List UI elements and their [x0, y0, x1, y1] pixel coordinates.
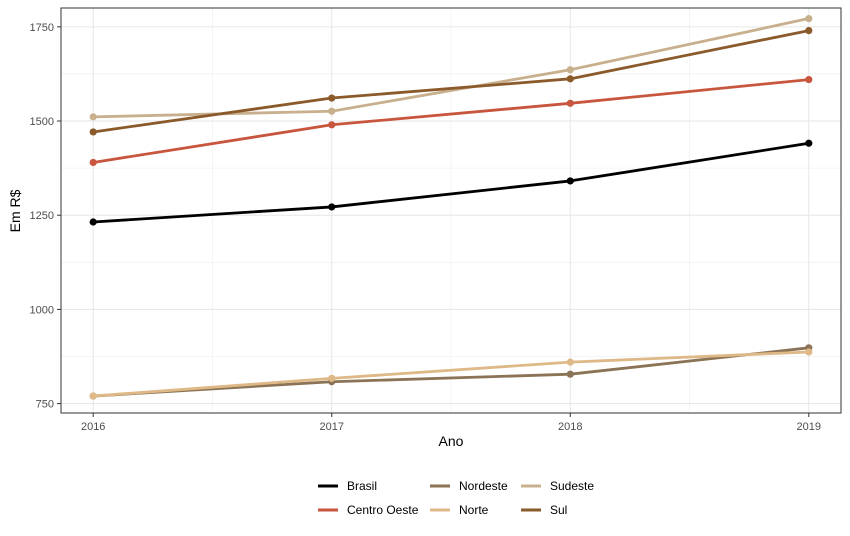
data-point-sul: [328, 94, 336, 102]
legend-label-centro-oeste: Centro Oeste: [347, 503, 419, 517]
data-point-centro-oeste: [89, 158, 97, 167]
y-tick-label: 1500: [30, 116, 54, 128]
y-axis-title: Em R$: [7, 189, 23, 232]
data-point-brasil: [89, 218, 97, 226]
data-point-sul: [566, 75, 574, 83]
series-line-centro-oeste: [92, 78, 809, 164]
series-layer: [89, 14, 813, 400]
legend-label-sudeste: Sudeste: [550, 479, 594, 493]
legend-label-brasil: Brasil: [347, 479, 377, 493]
data-point-norte: [89, 392, 97, 400]
y-tick-label: 750: [36, 399, 54, 411]
data-point-centro-oeste: [328, 121, 336, 129]
data-point-norte: [328, 374, 336, 382]
series-line-sul: [93, 29, 810, 134]
x-axis-title: Ano: [439, 433, 464, 449]
x-axis: 2016 2017 2018 2019: [81, 413, 821, 433]
series-line-brasil: [93, 141, 810, 224]
y-tick-label: 1250: [30, 210, 54, 222]
data-point-sul: [89, 128, 97, 136]
legend-label-norte: Norte: [459, 503, 489, 517]
plot-panel-border: [60, 7, 842, 414]
data-point-sudeste: [566, 66, 574, 74]
x-tick-label: 2017: [319, 421, 343, 433]
x-tick-label: 2019: [797, 421, 821, 433]
data-point-norte: [566, 358, 574, 366]
data-point-sudeste: [805, 14, 813, 23]
data-point-brasil: [805, 139, 813, 147]
data-point-sudeste: [328, 107, 336, 115]
data-point-centro-oeste: [566, 99, 574, 107]
data-point-centro-oeste: [805, 75, 813, 84]
legend: Brasil Centro Oeste Nordeste Norte Sudeste Su…: [318, 479, 594, 517]
data-point-nordeste: [566, 370, 574, 378]
legend-label-sul: Sul: [550, 503, 567, 517]
y-tick-label: 1000: [30, 304, 54, 316]
series-line-norte: [93, 350, 809, 398]
data-point-norte: [805, 348, 813, 356]
data-point-brasil: [566, 177, 574, 185]
series-line-nordeste: [93, 346, 809, 398]
x-tick-label: 2016: [81, 421, 105, 433]
y-tick-label: 1750: [30, 22, 54, 34]
data-point-sudeste: [89, 113, 97, 121]
y-axis: 750 1000 1250 1500 1750: [30, 22, 61, 411]
data-point-brasil: [328, 203, 336, 211]
data-point-sul: [805, 27, 813, 35]
legend-label-nordeste: Nordeste: [459, 479, 508, 493]
x-tick-label: 2018: [558, 421, 582, 433]
